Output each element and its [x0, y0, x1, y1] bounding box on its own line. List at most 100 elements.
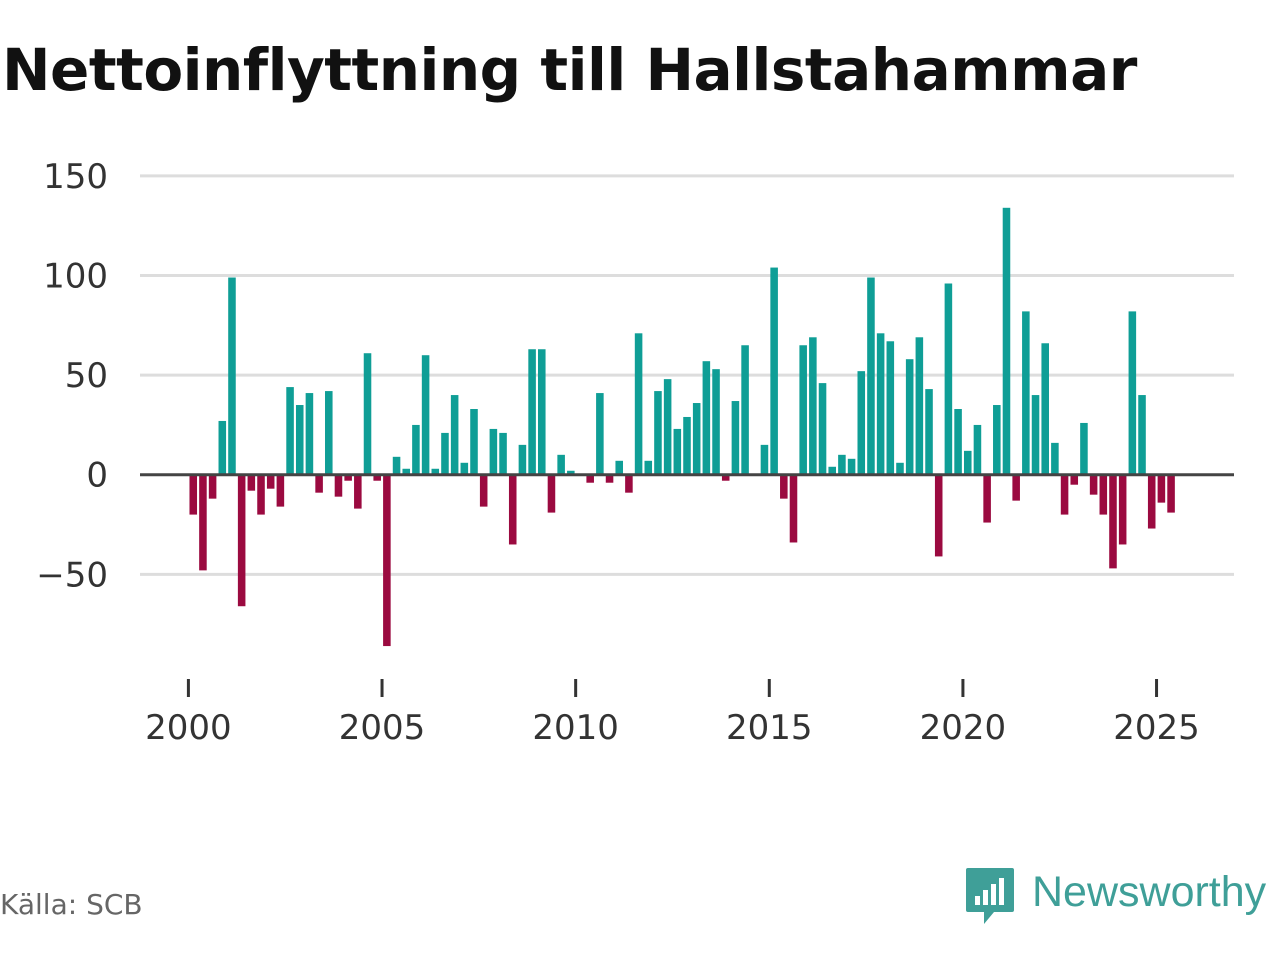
bar: [983, 474, 991, 523]
bar: [712, 369, 720, 475]
newsworthy-logo-text: Newsworthy: [1032, 867, 1267, 916]
y-axis: 150 100 50 0 −50: [36, 157, 108, 595]
bar: [760, 444, 769, 475]
bar: [508, 474, 517, 545]
bar: [1051, 442, 1059, 475]
bar: [857, 371, 866, 475]
bar: [828, 466, 836, 475]
bar: [315, 474, 323, 493]
bar: [199, 474, 207, 571]
bar: [1099, 474, 1108, 515]
bar: [654, 391, 662, 475]
bar: [847, 458, 856, 475]
bar: [218, 420, 227, 475]
bar: [1080, 422, 1088, 475]
x-tick-label: 2025: [1113, 708, 1200, 748]
bar: [383, 474, 391, 647]
bar: [325, 391, 333, 475]
bar: [596, 393, 604, 475]
bar: [334, 474, 343, 497]
bar: [625, 474, 633, 493]
bar: [547, 474, 556, 513]
gridlines: [140, 174, 1234, 576]
bar: [1128, 311, 1137, 475]
bar: [963, 450, 972, 475]
bar: [1041, 343, 1049, 475]
bar: [1070, 474, 1079, 485]
bar: [1157, 474, 1166, 503]
bar: [421, 355, 430, 475]
newsworthy-logo[interactable]: Newsworthy: [964, 866, 1266, 926]
bar: [450, 395, 459, 475]
bar: [489, 428, 498, 475]
bar: [934, 474, 943, 557]
x-axis: 2000 2005 2010 2015 2020 2025: [145, 679, 1200, 748]
bar: [789, 474, 798, 543]
bar: [528, 349, 536, 475]
x-tick-label: 2020: [920, 708, 1007, 748]
bar: [208, 474, 217, 499]
bar: [799, 345, 807, 475]
bars: [189, 207, 1175, 647]
bar: [741, 345, 749, 475]
bar: [1031, 395, 1040, 475]
bar: [925, 389, 933, 475]
bar: [673, 428, 682, 475]
bar: [586, 474, 594, 483]
bar: [189, 474, 198, 515]
bar: [392, 456, 401, 475]
bar: [1109, 474, 1117, 569]
bar: [247, 474, 256, 491]
bar: [499, 432, 507, 475]
bar: [412, 424, 420, 475]
bar: [973, 424, 982, 475]
bar: [431, 468, 440, 475]
bar: [237, 474, 246, 607]
bar: [886, 341, 895, 475]
bar: [1089, 474, 1098, 495]
bar: [1147, 474, 1156, 529]
bar: [1138, 395, 1146, 475]
chart-title: Nettoinflyttning till Hallstahammar: [2, 36, 1137, 104]
bar: [644, 460, 653, 475]
bar: [363, 353, 372, 475]
x-tick-label: 2010: [532, 708, 619, 748]
bar: [692, 403, 701, 475]
bar: [838, 454, 846, 475]
bar: [634, 333, 643, 475]
bar: [1060, 474, 1069, 515]
bar: [257, 474, 265, 515]
bar: [663, 379, 672, 475]
bar: [402, 468, 411, 475]
bar: [295, 405, 304, 475]
bar: [896, 462, 904, 475]
y-tick-label: 100: [43, 257, 108, 297]
bar: [605, 474, 614, 483]
bar: [809, 337, 817, 475]
bar: [441, 432, 449, 475]
y-tick-label: −50: [36, 555, 108, 595]
bar: [354, 474, 362, 509]
bar: [915, 337, 924, 475]
bar: [721, 474, 730, 481]
bar: [567, 470, 575, 475]
bar: [518, 444, 527, 475]
bar: [276, 474, 285, 507]
bar: [780, 474, 788, 499]
bar: [867, 277, 875, 475]
bar: [905, 359, 914, 475]
bar: [615, 460, 624, 475]
bar: [228, 277, 236, 475]
bar: [876, 333, 885, 475]
bar: [1167, 474, 1175, 513]
x-tick-label: 2015: [726, 708, 813, 748]
bar: [557, 454, 565, 475]
bar: [954, 409, 962, 475]
bar: [479, 474, 488, 507]
bar: [1012, 474, 1020, 501]
bar: [993, 405, 1001, 475]
bar: [944, 283, 953, 475]
bar: [818, 383, 827, 475]
bar: [1022, 311, 1030, 475]
